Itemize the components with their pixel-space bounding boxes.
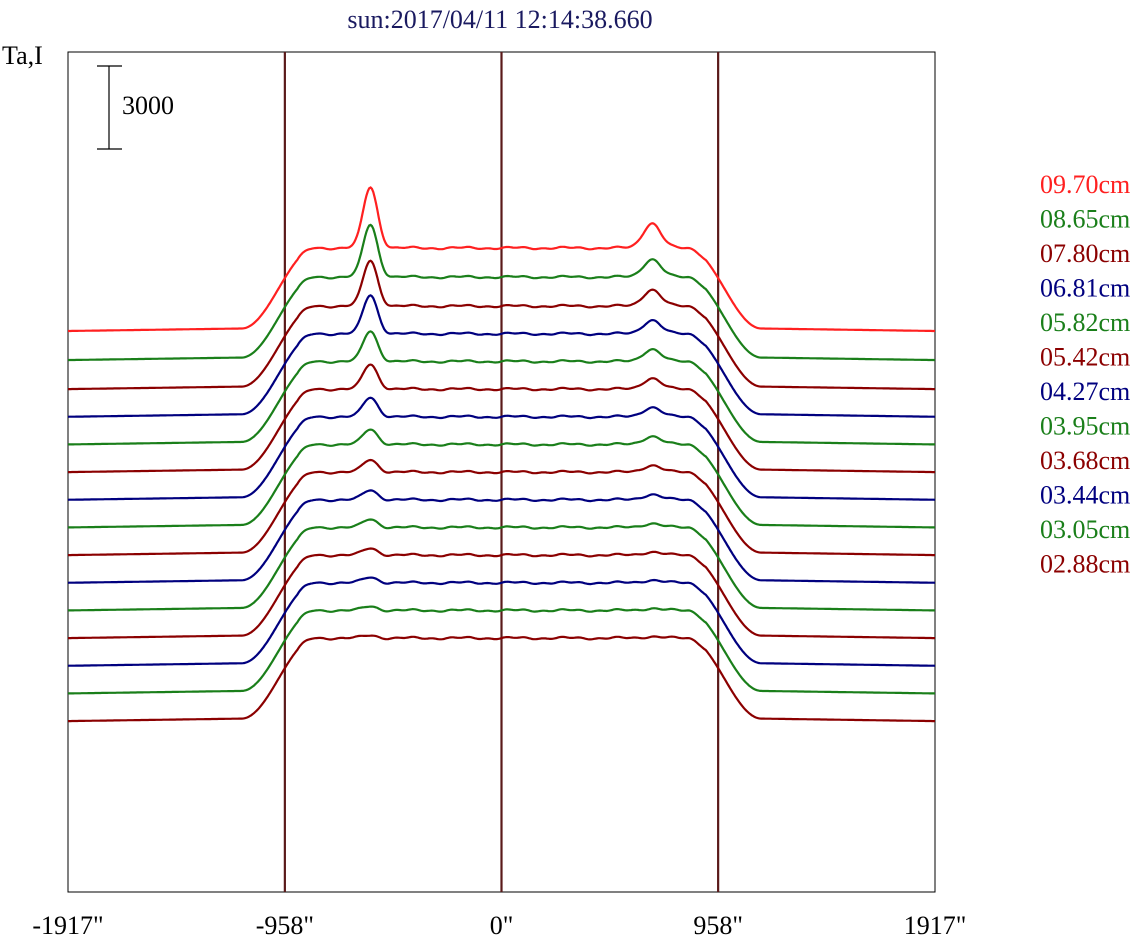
series-line-7	[68, 428, 935, 529]
y-axis-label: Ta,I	[2, 41, 43, 70]
legend-entry-4: 05.82cm	[1040, 308, 1130, 337]
series-curves	[67, 186, 936, 723]
series-line-8	[68, 458, 935, 557]
scale-bar-label: 3000	[122, 91, 174, 120]
series-line-6	[67, 396, 936, 501]
series-line-4	[68, 330, 935, 446]
legend-entry-11: 02.88cm	[1040, 550, 1130, 579]
series-line-9	[67, 489, 936, 584]
legend-entry-5: 05.42cm	[1040, 343, 1130, 372]
series-line-1	[67, 223, 936, 362]
series-line-10	[68, 518, 935, 612]
series-line-0	[68, 186, 935, 333]
legend-entry-7: 03.95cm	[1040, 412, 1130, 441]
legend-entry-8: 03.68cm	[1040, 446, 1130, 475]
series-line-12	[67, 576, 936, 667]
chart-title: sun:2017/04/11 12:14:38.660	[347, 5, 652, 34]
x-tick-label-0: -1917"	[32, 911, 103, 940]
series-line-14	[68, 634, 935, 723]
scale-bar: 3000	[97, 65, 174, 150]
legend-entry-2: 07.80cm	[1040, 239, 1130, 268]
legend-entry-3: 06.81cm	[1040, 274, 1130, 303]
series-line-3	[67, 294, 936, 418]
series-line-11	[68, 547, 935, 640]
series-line-5	[68, 363, 935, 474]
series-line-2	[68, 259, 935, 391]
legend-entry-9: 03.44cm	[1040, 481, 1130, 510]
x-tick-label-2: 0"	[490, 911, 514, 940]
legend-entry-6: 04.27cm	[1040, 377, 1130, 406]
x-tick-label-1: -958"	[256, 911, 314, 940]
legend-entry-1: 08.65cm	[1040, 205, 1130, 234]
legend: 09.70cm 08.65cm 07.80cm 06.81cm 05.82cm 05.42…	[1040, 170, 1130, 579]
x-tick-label-3: 958"	[693, 911, 743, 940]
x-tick-labels: -1917" -958" 0" 958" 1917"	[32, 911, 966, 940]
x-tick-label-4: 1917"	[904, 911, 967, 940]
legend-entry-0: 09.70cm	[1040, 170, 1130, 199]
legend-entry-10: 03.05cm	[1040, 515, 1130, 544]
series-line-13	[68, 605, 935, 695]
